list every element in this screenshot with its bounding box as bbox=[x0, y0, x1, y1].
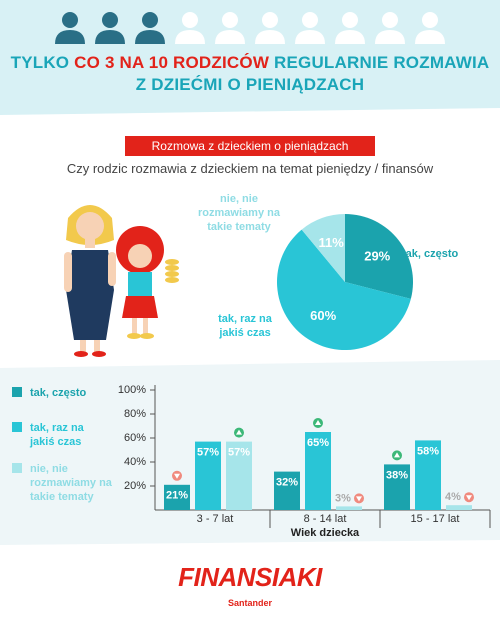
person-head bbox=[222, 12, 238, 28]
person-icon bbox=[215, 12, 245, 44]
x-axis-label: Wiek dziecka bbox=[291, 527, 360, 539]
y-tick-label: 20% bbox=[124, 480, 146, 492]
y-tick-label: 80% bbox=[124, 408, 146, 420]
bar bbox=[446, 505, 472, 510]
person-icon bbox=[135, 12, 165, 44]
trend-arrow bbox=[356, 496, 362, 502]
title-part: REGULARNIE ROZMAWIA bbox=[274, 53, 490, 72]
bar-value-label: 57% bbox=[197, 447, 219, 459]
bar-value-label: 65% bbox=[307, 437, 329, 449]
person-body bbox=[295, 30, 325, 44]
person-icon bbox=[255, 12, 285, 44]
y-tick-label: 60% bbox=[124, 432, 146, 444]
legend-label: tak, raz na jakiś czas bbox=[30, 422, 84, 448]
bar bbox=[305, 432, 331, 510]
person-body bbox=[215, 30, 245, 44]
x-tick-label: 15 - 17 lat bbox=[411, 513, 460, 525]
trend-arrow bbox=[466, 495, 472, 501]
logo: FINANSIAKI bbox=[178, 562, 322, 592]
person-body bbox=[415, 30, 445, 44]
person-body bbox=[135, 30, 165, 44]
bar-value-label: 21% bbox=[166, 490, 188, 502]
bar-value-label: 57% bbox=[228, 447, 250, 459]
illustration-parent bbox=[64, 205, 116, 357]
bar-value-label: 58% bbox=[417, 445, 439, 457]
y-tick-label: 40% bbox=[124, 456, 146, 468]
person-icon bbox=[175, 12, 205, 44]
person-body bbox=[335, 30, 365, 44]
pie-slice bbox=[345, 214, 413, 299]
person-icon bbox=[95, 12, 125, 44]
trend-arrow bbox=[315, 420, 321, 425]
person-icon bbox=[415, 12, 445, 44]
person-body bbox=[375, 30, 405, 44]
people-icons bbox=[55, 12, 445, 44]
title-highlight: CO 3 NA 10 RODZICÓW bbox=[74, 53, 270, 72]
y-tick-label: 100% bbox=[118, 384, 146, 396]
person-head bbox=[342, 12, 358, 28]
bar-value-label: 38% bbox=[386, 469, 408, 481]
x-tick-label: 8 - 14 lat bbox=[304, 513, 347, 525]
person-head bbox=[102, 12, 118, 28]
person-icon bbox=[55, 12, 85, 44]
bar bbox=[226, 441, 252, 510]
pie-value-label: 60% bbox=[310, 308, 336, 323]
trend-arrow bbox=[394, 452, 400, 458]
legend-label: nie, nie rozmawiamy na takie tematy bbox=[30, 463, 112, 503]
trend-arrow bbox=[174, 473, 180, 479]
legend-label: tak, często bbox=[30, 387, 87, 399]
person-head bbox=[382, 12, 398, 28]
title: TYLKO CO 3 NA 10 RODZICÓW REGULARNIE ROZ… bbox=[0, 52, 500, 96]
bar bbox=[336, 506, 362, 510]
bar bbox=[274, 471, 300, 510]
legend-swatch bbox=[12, 422, 22, 432]
pie-value-label: 29% bbox=[364, 248, 390, 263]
person-head bbox=[422, 12, 438, 28]
person-body bbox=[255, 30, 285, 44]
pie-label: tak, raz na jakiś czas bbox=[218, 313, 272, 339]
person-body bbox=[95, 30, 125, 44]
person-body bbox=[55, 30, 85, 44]
bar-value-label: 4% bbox=[445, 491, 461, 503]
person-icon bbox=[335, 12, 365, 44]
pie-value-label: 11% bbox=[319, 235, 345, 250]
person-body bbox=[175, 30, 205, 44]
bar bbox=[195, 441, 221, 510]
pie-label: nie, nie rozmawiamy na takie tematy bbox=[198, 193, 280, 233]
person-icon bbox=[295, 12, 325, 44]
person-head bbox=[62, 12, 78, 28]
trend-arrow bbox=[236, 429, 242, 435]
bar-value-label: 3% bbox=[335, 492, 351, 504]
pie-slice bbox=[301, 214, 345, 282]
person-head bbox=[182, 12, 198, 28]
legend-swatch bbox=[12, 387, 22, 397]
bar bbox=[384, 464, 410, 510]
bar-value-label: 32% bbox=[276, 477, 298, 489]
chart-title: Czy rodzic rozmawia z dzieckiem na temat… bbox=[66, 161, 434, 176]
bar bbox=[415, 440, 441, 510]
legend-swatch bbox=[12, 463, 22, 473]
title-part: Z DZIEĆMI O PIENIĄDZACH bbox=[135, 75, 365, 94]
x-tick-label: 3 - 7 lat bbox=[197, 513, 234, 525]
bar bbox=[164, 484, 190, 510]
person-head bbox=[302, 12, 318, 28]
title-part: TYLKO bbox=[10, 53, 70, 72]
person-head bbox=[142, 12, 158, 28]
person-icon bbox=[375, 12, 405, 44]
person-head bbox=[262, 12, 278, 28]
pie-slice bbox=[276, 229, 411, 351]
pie-label: tak, często bbox=[402, 248, 459, 260]
illustration-child bbox=[116, 226, 179, 339]
brand: Santander bbox=[227, 598, 272, 608]
section-banner: Rozmowa z dzieckiem o pieniądzach bbox=[125, 136, 375, 156]
